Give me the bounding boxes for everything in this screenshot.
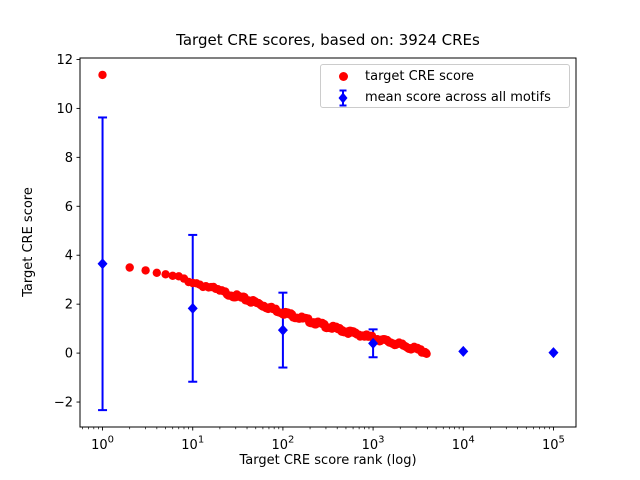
- x-axis-label: Target CRE score rank (log): [239, 453, 417, 468]
- mean-score-diamond: [187, 302, 198, 314]
- y-tick-label: 10: [56, 102, 73, 117]
- legend-marker-cell: [321, 72, 365, 81]
- legend-label: mean score across all motifs: [365, 90, 551, 105]
- y-tick-label: 0: [65, 347, 73, 362]
- legend-item-mean-score: mean score across all motifs: [321, 87, 569, 108]
- blue-diamond-errorbar-icon: [338, 89, 348, 106]
- target-score-point: [152, 268, 161, 277]
- y-tick-label: 12: [56, 53, 73, 68]
- mean-score-diamonds: [97, 258, 559, 359]
- y-tick-label: −2: [54, 396, 73, 411]
- red-circle-marker-icon: [338, 72, 348, 81]
- x-tick-label: 102: [271, 435, 294, 454]
- legend: target CRE score mean score across all m…: [320, 64, 570, 108]
- mean-score-diamond: [458, 345, 469, 357]
- y-tick-label: 2: [65, 298, 73, 313]
- y-axis-label: Target CRE score: [21, 187, 36, 297]
- target-score-points: [98, 70, 431, 358]
- mean-score-diamond: [277, 324, 288, 336]
- x-tick-label: 101: [181, 435, 204, 454]
- mean-score-diamond: [368, 337, 379, 349]
- y-tick-label: 6: [65, 200, 73, 215]
- target-score-point: [161, 270, 170, 279]
- mean-score-diamond: [97, 258, 108, 270]
- target-score-point: [141, 266, 150, 275]
- axes-spines: [79, 57, 577, 428]
- x-tick-label: 100: [91, 435, 114, 454]
- y-tick-label: 8: [65, 151, 73, 166]
- target-score-point: [125, 263, 134, 272]
- x-tick-label: 105: [542, 435, 565, 454]
- target-score-point: [98, 70, 107, 80]
- legend-item-target-cre-score: target CRE score: [321, 66, 569, 87]
- mean-score-diamond: [548, 347, 559, 359]
- x-tick-label: 103: [362, 435, 385, 454]
- error-bars: [98, 116, 378, 412]
- chart-title: Target CRE scores, based on: 3924 CREs: [176, 31, 480, 49]
- target-score-point: [422, 349, 431, 358]
- target-score-point: [168, 271, 177, 280]
- legend-label: target CRE score: [365, 69, 475, 84]
- x-tick-label: 104: [452, 435, 475, 454]
- y-tick-label: 4: [65, 249, 73, 264]
- legend-marker-cell: [321, 88, 365, 108]
